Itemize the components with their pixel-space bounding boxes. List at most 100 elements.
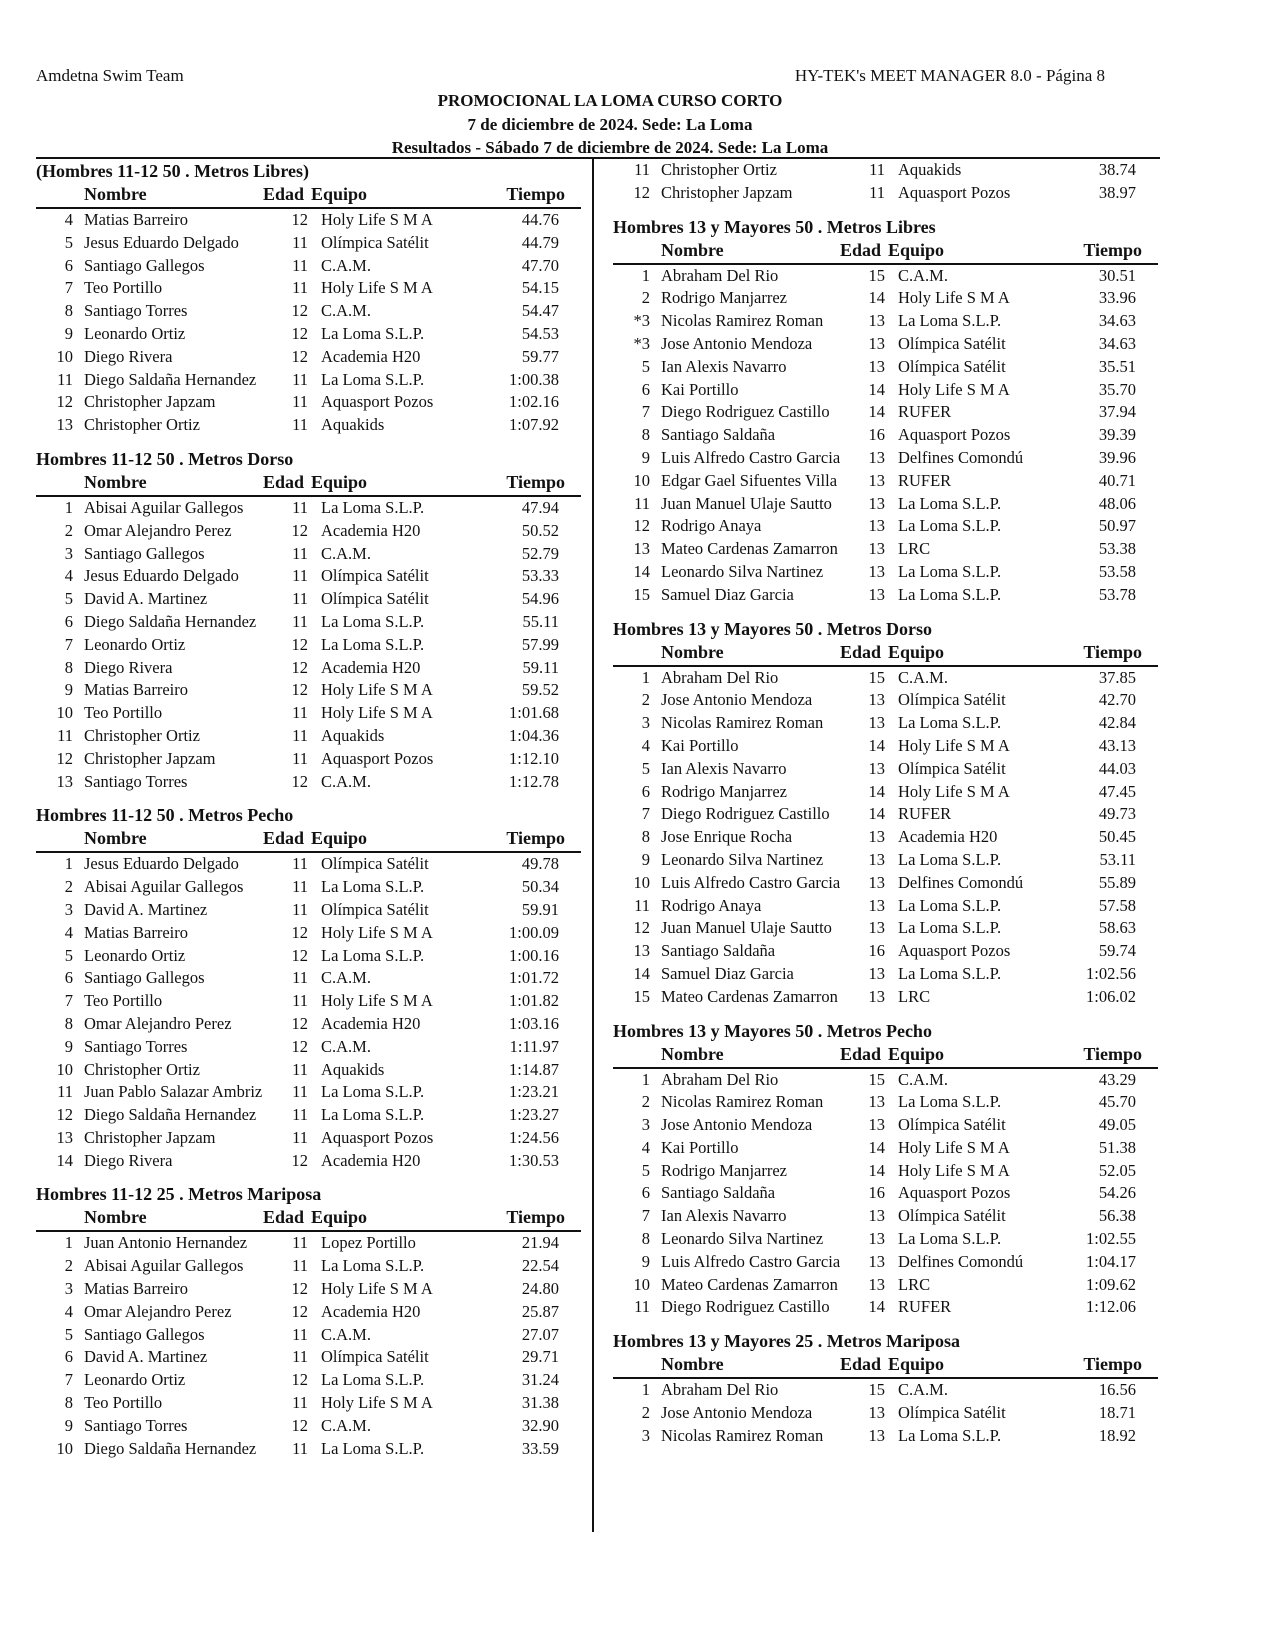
result-row: 12 Christopher Japzam 11 Aquasport Pozos 1:1… <box>36 748 581 771</box>
swimmer-name: David A. Martinez <box>84 1347 208 1367</box>
place: 9 <box>64 1415 73 1435</box>
header-age: Edad <box>840 641 882 662</box>
swimmer-name: Santiago Saldaña <box>661 1183 776 1203</box>
swimmer-name: Christopher Ortiz <box>661 160 777 179</box>
swimmer-name: Christopher Ortiz <box>84 415 200 435</box>
place: 6 <box>641 379 650 399</box>
swimmer-name: David A. Martinez <box>84 899 208 919</box>
age: 12 <box>291 657 309 677</box>
header-time: Tiempo <box>506 471 565 492</box>
place: 9 <box>64 323 73 343</box>
result-row: 4 Kai Portillo 14 Holy Life S M A 51.38 <box>613 1137 1158 1160</box>
time: 1:12.10 <box>509 748 559 768</box>
place: 10 <box>633 470 651 490</box>
time: 44.79 <box>521 232 559 252</box>
age: 11 <box>292 968 308 988</box>
time: 59.11 <box>522 657 559 677</box>
header-name: Nombre <box>661 641 724 662</box>
age: 13 <box>868 827 886 847</box>
age: 11 <box>292 991 308 1011</box>
result-row: 3 Matias Barreiro 12 Holy Life S M A 24.80 <box>36 1278 581 1301</box>
age: 11 <box>292 1105 308 1125</box>
result-row: 11 Christopher Ortiz 11 Aquakids 1:04.36 <box>36 725 581 748</box>
team: La Loma S.L.P. <box>321 877 425 897</box>
result-row: 4 Matias Barreiro 12 Holy Life S M A 1:00.09 <box>36 922 581 945</box>
place: 7 <box>64 634 73 654</box>
team: Delfines Comondú <box>898 1251 1024 1271</box>
team: Aquakids <box>898 160 962 179</box>
result-row: 11 Juan Manuel Ulaje Sautto 13 La Loma S.L.… <box>613 493 1158 516</box>
team: La Loma S.L.P. <box>898 493 1002 513</box>
meet-title: PROMOCIONAL LA LOMA CURSO CORTO <box>437 91 783 110</box>
place: 2 <box>64 877 73 897</box>
age: 13 <box>868 1425 886 1445</box>
time: 37.85 <box>1098 667 1136 687</box>
team: La Loma S.L.P. <box>321 1438 425 1458</box>
age: 13 <box>868 493 886 513</box>
event-section: (Hombres 11-12 50 . Metros Libres) Nombre… <box>36 159 581 437</box>
team: Olímpica Satélit <box>898 758 1006 778</box>
result-row: 12 Christopher Japzam 11 Aquasport Pozos 38.… <box>613 182 1158 205</box>
place: 3 <box>641 1115 650 1135</box>
time: 1:00.38 <box>509 369 559 389</box>
right-column: 11 Christopher Ortiz 11 Aquakids 38.74 12 Chri… <box>613 159 1158 1448</box>
result-row: 7 Diego Rodriguez Castillo 14 RUFER 37.94 <box>613 401 1158 424</box>
result-row: 9 Santiago Torres 12 C.A.M. 1:11.97 <box>36 1036 581 1059</box>
age: 12 <box>291 1013 309 1033</box>
swimmer-name: Diego Rodriguez Castillo <box>661 804 830 824</box>
place: 3 <box>641 713 650 733</box>
event-section: Hombres 13 y Mayores 50 . Metros Dorso No… <box>613 617 1158 1009</box>
swimmer-name: Juan Manuel Ulaje Sautto <box>661 918 832 938</box>
team: Holy Life S M A <box>898 781 1010 801</box>
place: 12 <box>56 748 74 768</box>
result-row: 2 Nicolas Ramirez Roman 13 La Loma S.L.P. 45… <box>613 1091 1158 1114</box>
age: 13 <box>868 758 886 778</box>
place: 12 <box>633 182 651 202</box>
team: C.A.M. <box>321 1036 371 1056</box>
place: 8 <box>64 1393 73 1413</box>
team: RUFER <box>898 1297 952 1317</box>
time: 1:30.53 <box>509 1150 559 1170</box>
age: 11 <box>292 854 308 874</box>
header-name: Nombre <box>84 1207 147 1228</box>
age: 16 <box>868 941 886 961</box>
team: Academia H20 <box>898 827 998 847</box>
swimmer-name: Mateo Cardenas Zamarron <box>661 539 838 559</box>
team: Holy Life S M A <box>321 991 433 1011</box>
age: 11 <box>292 1059 308 1079</box>
place: 2 <box>64 1256 73 1276</box>
swimmer-name: Jesus Eduardo Delgado <box>84 232 239 252</box>
time: 55.89 <box>1098 872 1136 892</box>
team: Aquasport Pozos <box>321 1127 434 1147</box>
header-team: Equipo <box>888 1043 945 1064</box>
swimmer-name: Omar Alejandro Perez <box>84 520 232 540</box>
result-row: 1 Abisai Aguilar Gallegos 11 La Loma S.L.P.… <box>36 497 581 520</box>
age: 16 <box>868 425 886 445</box>
time: 50.97 <box>1098 516 1136 536</box>
swimmer-name: Christopher Japzam <box>661 182 793 202</box>
age: 13 <box>868 1206 886 1226</box>
event-section: Hombres 13 y Mayores 50 . Metros Pecho No… <box>613 1019 1158 1320</box>
time: 54.53 <box>521 323 559 343</box>
result-row: 3 David A. Martinez 11 Olímpica Satélit 59.9… <box>36 899 581 922</box>
swimmer-name: Christopher Ortiz <box>84 1059 200 1079</box>
table-header: Nombre Edad Equipo Tiempo <box>613 239 1158 265</box>
time: 21.94 <box>521 1233 559 1253</box>
swimmer-name: Abraham Del Rio <box>661 1380 779 1400</box>
place: 15 <box>633 986 651 1006</box>
time: 53.33 <box>521 566 559 586</box>
result-row: 1 Abraham Del Rio 15 C.A.M. 37.85 <box>613 667 1158 690</box>
place: 9 <box>641 849 650 869</box>
team: Holy Life S M A <box>321 703 433 723</box>
age: 13 <box>868 1229 886 1249</box>
team: La Loma S.L.P. <box>898 963 1002 983</box>
time: 1:04.17 <box>1086 1251 1136 1271</box>
result-row: 8 Jose Enrique Rocha 13 Academia H20 50.45 <box>613 826 1158 849</box>
swimmer-name: Santiago Gallegos <box>84 255 205 275</box>
time: 57.58 <box>1098 895 1136 915</box>
result-row: 8 Diego Rivera 12 Academia H20 59.11 <box>36 657 581 680</box>
time: 50.52 <box>521 520 559 540</box>
place: 12 <box>633 918 651 938</box>
time: 42.84 <box>1098 713 1136 733</box>
place: 5 <box>64 1324 73 1344</box>
